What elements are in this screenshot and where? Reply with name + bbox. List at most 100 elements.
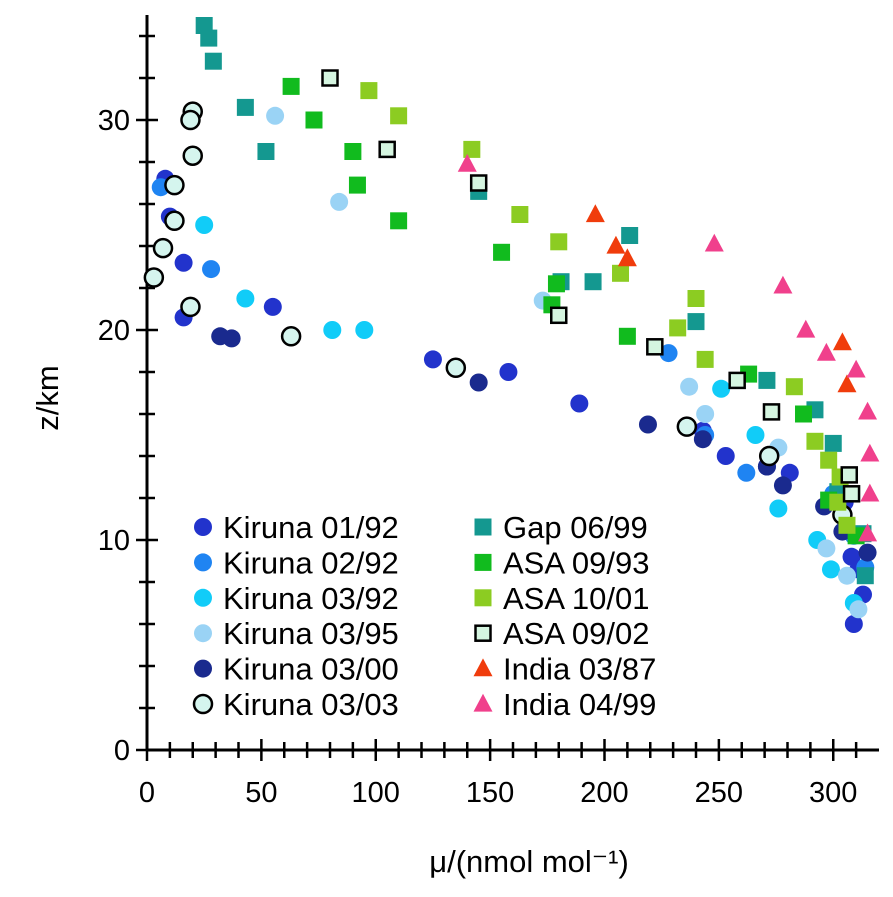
data-point (838, 516, 856, 534)
y-ticks: 0 10 20 30 (98, 34, 158, 767)
data-point (236, 98, 254, 116)
x-axis-label: μ/(nmol mol⁻¹) (429, 844, 629, 879)
axes: 0 10 20 30 0 50 100 150 200 250 300 (98, 15, 879, 809)
legend-label: ASA 09/93 (503, 545, 650, 580)
data-point (222, 329, 241, 348)
x-tick-label: 300 (809, 777, 857, 809)
data-point (390, 107, 408, 125)
legend-item: Kiruna 03/03 (192, 687, 399, 722)
data-point (704, 233, 724, 252)
data-point (423, 350, 442, 369)
legend-label: India 03/87 (503, 652, 656, 687)
data-point (858, 543, 877, 562)
legend-marker (473, 658, 493, 677)
data-point (585, 204, 605, 223)
legend-marker (474, 589, 492, 607)
series-4 (211, 327, 877, 562)
data-points (143, 17, 880, 633)
legend-item: India 03/87 (473, 652, 656, 687)
data-point (746, 426, 765, 444)
y-tick-label: 10 (98, 525, 130, 557)
data-point (646, 338, 664, 356)
data-point (550, 233, 568, 251)
legend-label: ASA 09/02 (503, 616, 650, 651)
legend-item: Kiruna 03/92 (194, 581, 399, 616)
data-point (785, 378, 803, 396)
series-5 (143, 101, 853, 526)
legend-label: Kiruna 01/92 (223, 510, 399, 545)
data-point (469, 174, 488, 192)
data-point (638, 415, 657, 434)
series-7 (282, 77, 865, 545)
data-point (180, 296, 201, 318)
x-tick-label: 200 (580, 777, 628, 809)
x-tick-label: 250 (695, 777, 743, 809)
data-point (202, 260, 221, 279)
data-point (832, 332, 852, 351)
data-point (758, 445, 780, 467)
data-point (858, 401, 878, 420)
data-point (360, 82, 378, 100)
legend-item: Kiruna 01/92 (194, 510, 399, 545)
data-point (680, 377, 699, 396)
data-point (612, 264, 630, 282)
legend-item: Kiruna 03/95 (194, 616, 399, 651)
data-point (860, 483, 880, 502)
data-point (669, 319, 687, 337)
data-point (840, 466, 859, 484)
data-point (463, 140, 481, 158)
data-point (837, 566, 856, 585)
data-point (174, 253, 193, 272)
data-point (321, 69, 339, 87)
legend-label: Kiruna 03/00 (223, 652, 399, 687)
data-point (769, 499, 788, 518)
data-point (469, 373, 488, 392)
data-point (693, 430, 712, 449)
data-point (164, 174, 185, 196)
data-point (547, 275, 565, 293)
data-point (606, 235, 626, 254)
x-tick-label: 100 (352, 777, 400, 809)
data-point (821, 560, 840, 579)
data-point (758, 371, 776, 389)
data-point (550, 306, 568, 325)
data-point (829, 493, 847, 511)
data-point (712, 379, 731, 398)
legend-marker (473, 693, 493, 712)
data-point (570, 394, 589, 413)
data-point (445, 357, 467, 379)
legend-item: Gap 06/99 (474, 510, 648, 545)
data-point (842, 485, 861, 503)
data-point (816, 342, 836, 361)
data-point (152, 237, 174, 259)
data-point (200, 29, 218, 47)
legend-item: ASA 09/02 (474, 616, 650, 651)
legend-marker (474, 624, 492, 642)
data-point (837, 374, 857, 393)
series-8 (360, 82, 856, 534)
data-point (493, 243, 511, 261)
y-axis-label: z/km (30, 365, 65, 430)
data-point (858, 523, 878, 542)
data-point (390, 212, 408, 230)
data-point (676, 416, 698, 437)
data-point (511, 206, 529, 223)
legend-item: Kiruna 03/00 (194, 652, 399, 687)
data-point (796, 319, 816, 338)
data-point (180, 109, 201, 131)
legend-marker (194, 518, 212, 536)
data-point (795, 405, 813, 423)
data-point (728, 371, 746, 390)
y-tick-label: 0 (114, 735, 130, 767)
data-point (164, 210, 185, 232)
data-point (860, 443, 880, 462)
data-point (737, 463, 756, 482)
data-point (348, 176, 366, 194)
data-point (617, 248, 637, 267)
legend-label: Kiruna 02/92 (223, 545, 399, 580)
data-point (355, 321, 374, 339)
data-point (305, 111, 323, 129)
data-point (817, 539, 836, 558)
series-2 (195, 216, 863, 612)
